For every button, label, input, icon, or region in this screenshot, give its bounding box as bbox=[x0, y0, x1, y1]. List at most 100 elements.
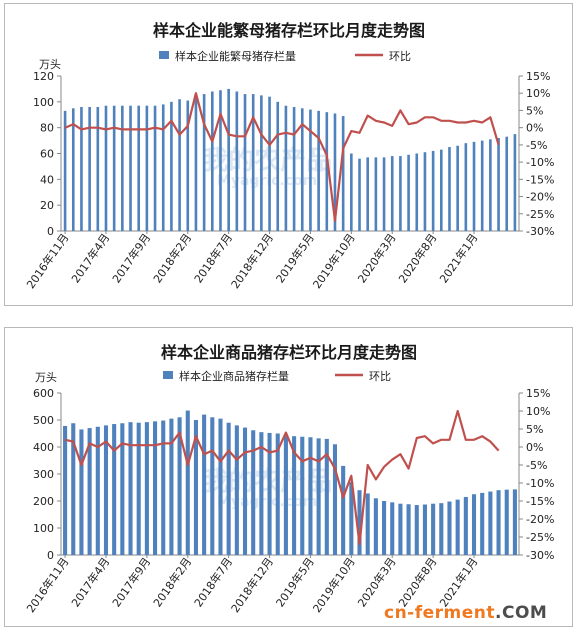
bar-20 bbox=[219, 90, 222, 231]
bar-23 bbox=[243, 94, 247, 231]
x-tick-label: 2017年4月 bbox=[68, 555, 112, 610]
bar-24 bbox=[251, 430, 256, 555]
bar-37 bbox=[358, 158, 361, 231]
bar-47 bbox=[439, 503, 444, 555]
y-left-tick-label: 400 bbox=[33, 441, 54, 454]
bar-41 bbox=[390, 502, 395, 555]
bar-29 bbox=[292, 107, 296, 231]
chart-title: 样本企业能繁母猪存栏环比月度走势图 bbox=[153, 21, 425, 40]
bar-8 bbox=[120, 423, 125, 555]
y-right-tick-label: 5% bbox=[526, 423, 543, 436]
bar-42 bbox=[399, 156, 402, 231]
y-axis-unit: 万头 bbox=[35, 371, 57, 384]
x-tick-label: 2019年10月 bbox=[310, 231, 358, 291]
bar-3 bbox=[79, 429, 84, 555]
y-right-tick-label: 10% bbox=[526, 87, 550, 100]
bar-53 bbox=[489, 139, 492, 231]
legend-label-line: 环比 bbox=[389, 50, 411, 63]
bar-35 bbox=[341, 465, 346, 555]
bar-7 bbox=[112, 424, 117, 555]
bar-27 bbox=[276, 101, 280, 231]
bar-44 bbox=[415, 153, 419, 231]
bar-34 bbox=[333, 113, 337, 231]
y-right-tick-label: -10% bbox=[526, 477, 554, 490]
bar-48 bbox=[447, 501, 452, 555]
bar-1 bbox=[63, 425, 68, 555]
y-left-tick-label: 60 bbox=[40, 148, 54, 161]
bar-48 bbox=[448, 147, 451, 231]
bar-47 bbox=[439, 149, 443, 231]
bar-7 bbox=[112, 105, 116, 231]
x-tick-label: 2018年7月 bbox=[191, 555, 235, 610]
bar-40 bbox=[382, 501, 387, 555]
bar-13 bbox=[161, 420, 166, 555]
chart-panel-breeding-sow: 样本企业能繁母猪存栏环比月度走势图 万头 样本企业能繁母猪存栏量 环比 我的农产品 Mya… bbox=[4, 3, 573, 306]
y-right-tick-label: -30% bbox=[526, 549, 554, 562]
bar-33 bbox=[324, 438, 329, 555]
bar-18 bbox=[202, 414, 207, 555]
bar-26 bbox=[267, 432, 272, 555]
bar-54 bbox=[497, 138, 500, 231]
bar-50 bbox=[463, 496, 468, 555]
y-right-tick-label: -10% bbox=[526, 156, 554, 169]
bar-52 bbox=[480, 140, 484, 231]
x-tick-label: 2017年9月 bbox=[109, 231, 153, 286]
x-tick-label: 2021年1月 bbox=[436, 231, 480, 286]
y-right-tick-label: -5% bbox=[526, 139, 547, 152]
bar-13 bbox=[161, 104, 165, 231]
bar-56 bbox=[513, 134, 517, 231]
bar-56 bbox=[512, 489, 517, 555]
x-tick-label: 2019年10月 bbox=[310, 555, 358, 615]
legend-label-line: 环比 bbox=[369, 370, 391, 383]
x-tick-label: 2016年11月 bbox=[23, 231, 71, 291]
x-tick-label: 2018年7月 bbox=[191, 231, 235, 286]
x-tick-label: 2020年3月 bbox=[355, 555, 399, 610]
bar-39 bbox=[374, 157, 378, 231]
x-tick-label: 2017年9月 bbox=[109, 555, 153, 610]
bar-10 bbox=[137, 105, 141, 231]
y-left-tick-label: 0 bbox=[47, 549, 54, 562]
x-tick-label: 2017年4月 bbox=[68, 231, 112, 286]
bar-45 bbox=[423, 152, 427, 231]
y-right-tick-label: -15% bbox=[526, 173, 554, 186]
bar-43 bbox=[406, 504, 411, 555]
bar-25 bbox=[259, 432, 264, 555]
bar-44 bbox=[414, 505, 419, 555]
bar-49 bbox=[455, 499, 460, 555]
bar-5 bbox=[96, 107, 100, 231]
bar-30 bbox=[300, 436, 305, 555]
line-series-mom bbox=[64, 409, 500, 546]
bar-17 bbox=[193, 420, 198, 555]
y-right-tick-label: -20% bbox=[526, 191, 554, 204]
y-right-tick-label: -5% bbox=[526, 459, 547, 472]
y-left-tick-label: 300 bbox=[33, 468, 54, 481]
bar-32 bbox=[316, 438, 321, 555]
bar-11 bbox=[145, 105, 149, 231]
bar-6 bbox=[104, 105, 108, 231]
bar-38 bbox=[366, 157, 370, 231]
bar-4 bbox=[88, 107, 91, 231]
bar-42 bbox=[398, 503, 403, 555]
bar-16 bbox=[186, 100, 190, 232]
bar-10 bbox=[136, 422, 141, 555]
bar-6 bbox=[103, 425, 109, 555]
bar-55 bbox=[505, 136, 509, 231]
bar-24 bbox=[251, 94, 255, 231]
y-right-tick-label: 15% bbox=[526, 70, 550, 83]
bar-15 bbox=[177, 417, 182, 555]
bar-43 bbox=[407, 154, 410, 231]
bar-21 bbox=[226, 422, 231, 555]
bar-8 bbox=[121, 105, 124, 231]
bar-52 bbox=[480, 492, 485, 555]
watermark-subtext: Myagric.com bbox=[217, 173, 317, 189]
x-tick-label: 2018年12月 bbox=[228, 231, 276, 291]
y-right-tick-label: -20% bbox=[526, 513, 554, 526]
chart-panel-commercial-pig: 样本企业商品猪存栏环比月度走势图 万头 样本企业商品猪存栏量 环比 我的农产品 Myagr… bbox=[4, 327, 573, 627]
y-right-tick-label: 0% bbox=[526, 122, 543, 135]
bar-30 bbox=[300, 108, 304, 231]
y-left-tick-label: 40 bbox=[40, 173, 54, 186]
bar-55 bbox=[504, 489, 509, 555]
bar-17 bbox=[194, 97, 198, 231]
